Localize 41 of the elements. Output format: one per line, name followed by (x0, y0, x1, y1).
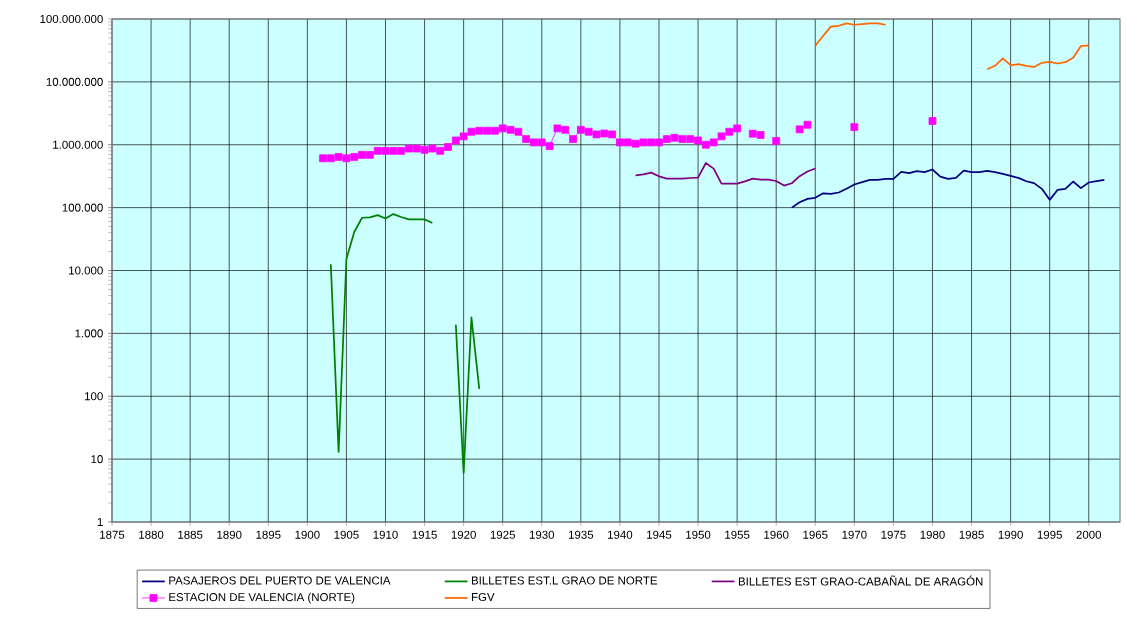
legend-label: FGV (471, 592, 495, 602)
y-tick-label: 10.000.000 (46, 77, 103, 86)
x-tick-label: 1950 (686, 530, 711, 539)
y-tick-label: 10.000 (69, 266, 103, 275)
x-tick-label: 1895 (256, 530, 281, 539)
y-tick-label: 1.000.000 (53, 140, 103, 149)
legend-label: ESTACION DE VALENCIA (NORTE) (169, 592, 355, 604)
x-tick-label: 2000 (1076, 530, 1102, 539)
x-tick-label: 1960 (764, 530, 789, 539)
y-tick-label: 1.000 (75, 329, 103, 338)
x-tick-label: 1925 (490, 530, 515, 539)
x-tick-label: 1890 (217, 530, 242, 539)
x-tick-label: 1875 (100, 530, 125, 539)
x-tick-label: 1965 (803, 530, 828, 539)
x-tick-label: 1985 (959, 530, 984, 539)
x-tick-label: 1955 (725, 530, 750, 539)
y-tick-label: 100 (85, 392, 103, 401)
x-tick-label: 1905 (334, 530, 359, 539)
x-tick-label: 1940 (608, 530, 633, 539)
y-tick-label: 100.000.000 (40, 14, 103, 24)
x-tick-label: 1920 (451, 530, 476, 539)
x-tick-label: 1900 (295, 530, 320, 539)
x-tick-label: 1945 (647, 530, 672, 539)
x-tick-label: 1885 (178, 530, 203, 539)
y-tick-label: 100.000 (62, 203, 103, 212)
x-tick-label: 1930 (529, 530, 555, 539)
y-tick-label: 1 (97, 518, 103, 526)
x-tick-label: 1880 (139, 530, 164, 539)
x-tick-label: 1970 (842, 530, 867, 539)
y-tick-label: 10 (91, 455, 103, 464)
legend-label: PASAJEROS DEL PUERTO DE VALENCIA (169, 576, 391, 585)
x-tick-label: 1990 (998, 530, 1023, 539)
x-tick-label: 1910 (373, 530, 398, 539)
x-tick-label: 1935 (568, 530, 594, 539)
x-tick-label: 1980 (920, 530, 945, 539)
legend-label: BILLETES EST GRAO-CABAÑAL DE ARAGÓN (738, 575, 983, 586)
line-series (790, 168, 1106, 209)
x-tick-label: 1995 (1037, 530, 1062, 539)
x-tick-label: 1975 (881, 530, 906, 539)
legend-label: BILLETES EST.L GRAO DE NORTE (471, 576, 658, 585)
x-tick-label: 1915 (412, 530, 437, 539)
